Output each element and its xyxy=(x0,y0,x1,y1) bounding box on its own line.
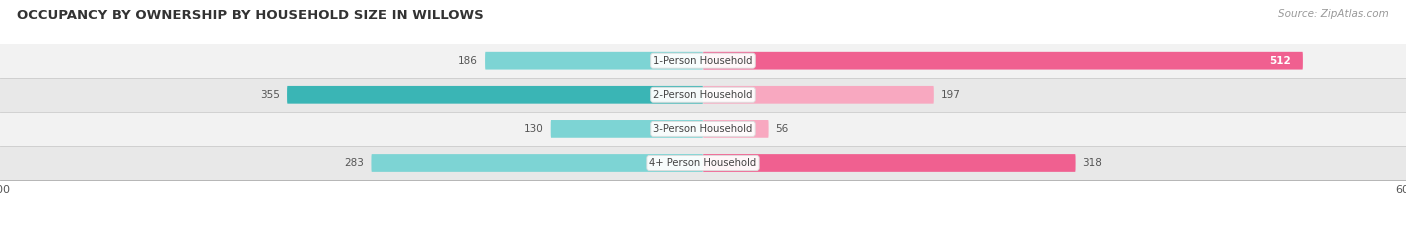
FancyBboxPatch shape xyxy=(371,154,703,172)
Text: 318: 318 xyxy=(1083,158,1102,168)
FancyBboxPatch shape xyxy=(703,154,1076,172)
Bar xyxy=(0,146,1406,180)
Legend: Owner-occupied, Renter-occupied: Owner-occupied, Renter-occupied xyxy=(586,230,820,233)
FancyBboxPatch shape xyxy=(551,120,703,138)
FancyBboxPatch shape xyxy=(287,86,703,104)
Text: OCCUPANCY BY OWNERSHIP BY HOUSEHOLD SIZE IN WILLOWS: OCCUPANCY BY OWNERSHIP BY HOUSEHOLD SIZE… xyxy=(17,9,484,22)
Text: 4+ Person Household: 4+ Person Household xyxy=(650,158,756,168)
Text: 197: 197 xyxy=(941,90,960,100)
Text: 56: 56 xyxy=(776,124,789,134)
Text: 283: 283 xyxy=(344,158,364,168)
FancyBboxPatch shape xyxy=(703,86,934,104)
Text: 355: 355 xyxy=(260,90,280,100)
Text: 512: 512 xyxy=(1270,56,1291,66)
Text: 1-Person Household: 1-Person Household xyxy=(654,56,752,66)
Bar xyxy=(0,44,1406,78)
FancyBboxPatch shape xyxy=(485,52,703,70)
Text: 3-Person Household: 3-Person Household xyxy=(654,124,752,134)
Bar xyxy=(0,78,1406,112)
Text: 186: 186 xyxy=(458,56,478,66)
FancyBboxPatch shape xyxy=(703,120,769,138)
Text: Source: ZipAtlas.com: Source: ZipAtlas.com xyxy=(1278,9,1389,19)
Text: 2-Person Household: 2-Person Household xyxy=(654,90,752,100)
Bar xyxy=(0,112,1406,146)
Text: 130: 130 xyxy=(524,124,544,134)
FancyBboxPatch shape xyxy=(703,52,1303,70)
